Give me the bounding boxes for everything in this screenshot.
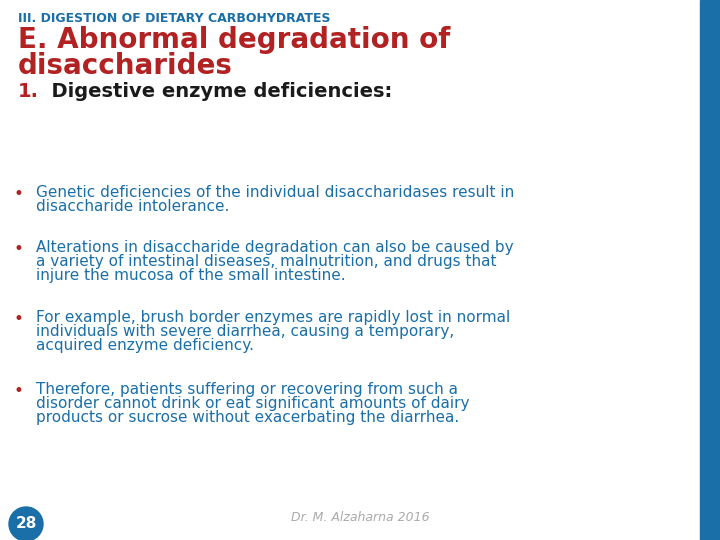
Bar <box>700 0 720 540</box>
Text: •: • <box>14 310 24 328</box>
Text: Therefore, patients suffering or recovering from such a: Therefore, patients suffering or recover… <box>36 382 458 397</box>
Text: injure the mucosa of the small intestine.: injure the mucosa of the small intestine… <box>36 268 346 283</box>
Text: Genetic deficiencies of the individual disaccharidases result in: Genetic deficiencies of the individual d… <box>36 185 514 200</box>
Text: disorder cannot drink or eat significant amounts of dairy: disorder cannot drink or eat significant… <box>36 396 469 411</box>
Text: Alterations in disaccharide degradation can also be caused by: Alterations in disaccharide degradation … <box>36 240 513 255</box>
Text: Dr. M. Alzaharna 2016: Dr. M. Alzaharna 2016 <box>291 511 429 524</box>
Text: •: • <box>14 185 24 203</box>
Text: disaccharides: disaccharides <box>18 52 233 80</box>
Text: Digestive enzyme deficiencies:: Digestive enzyme deficiencies: <box>38 82 392 101</box>
Text: individuals with severe diarrhea, causing a temporary,: individuals with severe diarrhea, causin… <box>36 324 454 339</box>
Text: 28: 28 <box>15 516 37 531</box>
Text: E. Abnormal degradation of: E. Abnormal degradation of <box>18 26 451 54</box>
Text: 1.: 1. <box>18 82 39 101</box>
Text: acquired enzyme deficiency.: acquired enzyme deficiency. <box>36 338 254 353</box>
Text: disaccharide intolerance.: disaccharide intolerance. <box>36 199 230 214</box>
Text: III. DIGESTION OF DIETARY CARBOHYDRATES: III. DIGESTION OF DIETARY CARBOHYDRATES <box>18 12 330 25</box>
Text: •: • <box>14 382 24 400</box>
Circle shape <box>9 507 43 540</box>
Text: products or sucrose without exacerbating the diarrhea.: products or sucrose without exacerbating… <box>36 410 459 425</box>
Text: •: • <box>14 240 24 258</box>
Text: a variety of intestinal diseases, malnutrition, and drugs that: a variety of intestinal diseases, malnut… <box>36 254 497 269</box>
Text: For example, brush border enzymes are rapidly lost in normal: For example, brush border enzymes are ra… <box>36 310 510 325</box>
